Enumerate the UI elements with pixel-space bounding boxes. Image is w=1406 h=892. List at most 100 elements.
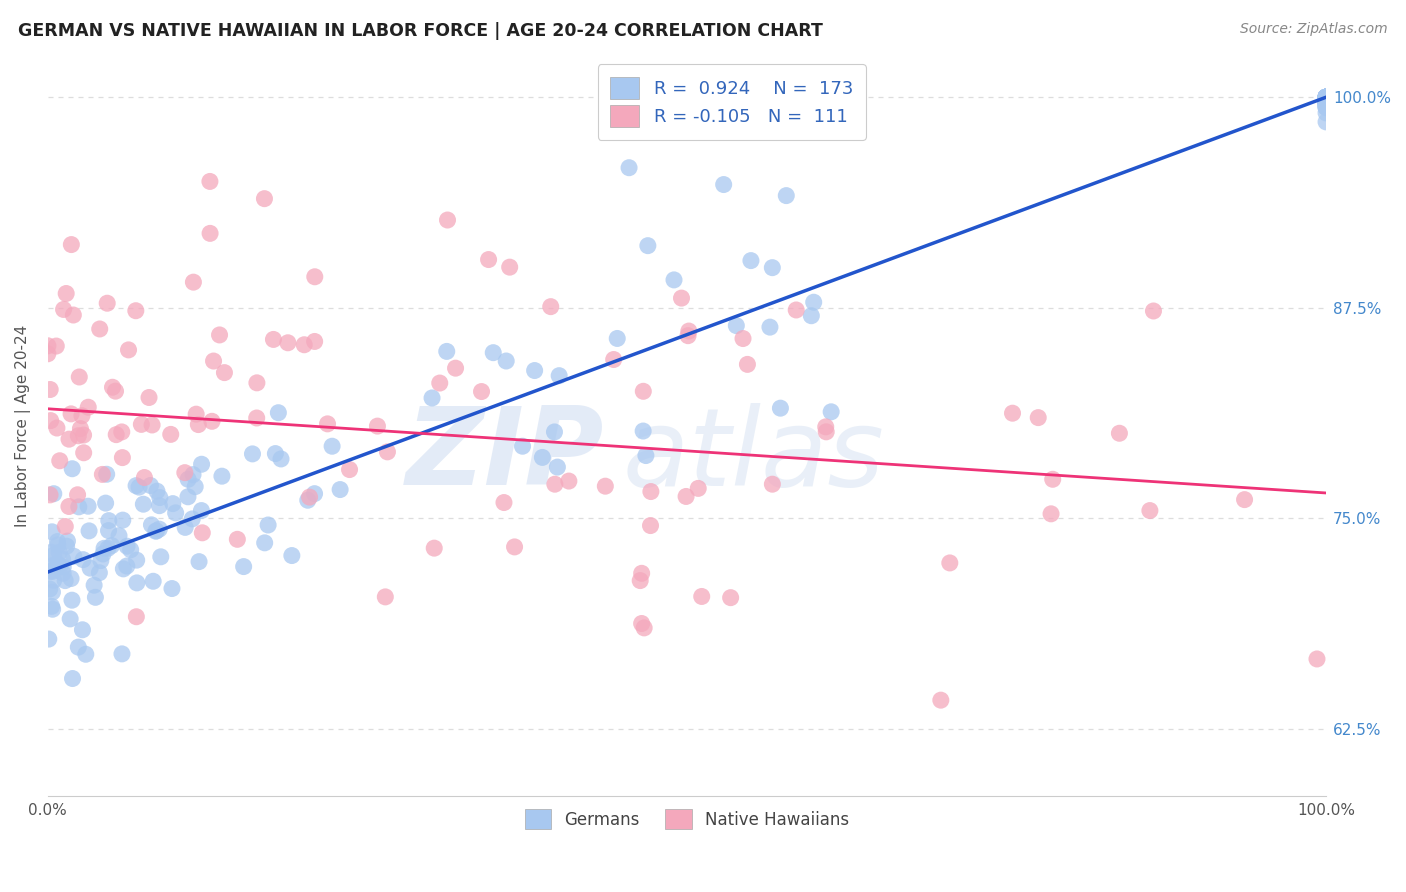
Point	[125, 303, 148, 318]
Point	[72, 552, 94, 566]
Point	[104, 384, 127, 399]
Point	[678, 324, 700, 338]
Point	[226, 533, 249, 547]
Point	[177, 490, 200, 504]
Point	[304, 486, 326, 500]
Point	[160, 582, 183, 596]
Point	[785, 107, 807, 121]
Point	[1315, 90, 1337, 104]
Point	[1315, 90, 1337, 104]
Point	[77, 401, 100, 415]
Point	[177, 472, 200, 486]
Point	[1315, 90, 1337, 104]
Point	[339, 462, 361, 476]
Point	[48, 454, 70, 468]
Point	[1315, 92, 1337, 106]
Point	[246, 376, 269, 390]
Point	[89, 566, 111, 580]
Point	[46, 534, 69, 549]
Point	[41, 558, 63, 573]
Point	[264, 446, 287, 460]
Point	[1315, 96, 1337, 111]
Point	[148, 522, 170, 536]
Point	[814, 420, 837, 434]
Point	[83, 578, 105, 592]
Point	[62, 549, 84, 564]
Point	[628, 574, 651, 588]
Point	[1042, 472, 1064, 486]
Point	[117, 343, 139, 357]
Point	[202, 354, 225, 368]
Point	[142, 574, 165, 589]
Point	[105, 427, 128, 442]
Text: ZIP: ZIP	[405, 402, 603, 508]
Point	[292, 337, 315, 351]
Point	[67, 640, 90, 654]
Point	[1315, 91, 1337, 105]
Point	[139, 478, 162, 492]
Point	[72, 623, 94, 637]
Point	[737, 358, 759, 372]
Point	[495, 354, 517, 368]
Point	[39, 414, 62, 428]
Point	[70, 409, 93, 423]
Point	[66, 488, 89, 502]
Point	[436, 344, 458, 359]
Point	[101, 380, 124, 394]
Point	[181, 512, 204, 526]
Point	[478, 252, 501, 267]
Point	[60, 572, 83, 586]
Point	[58, 432, 80, 446]
Point	[1315, 90, 1337, 104]
Point	[270, 452, 292, 467]
Point	[1315, 90, 1337, 104]
Point	[246, 411, 269, 425]
Point	[115, 559, 138, 574]
Point	[41, 565, 63, 579]
Point	[1142, 304, 1164, 318]
Point	[304, 269, 326, 284]
Point	[366, 419, 388, 434]
Point	[1315, 90, 1337, 104]
Point	[208, 327, 231, 342]
Point	[173, 466, 195, 480]
Point	[637, 238, 659, 252]
Point	[820, 405, 842, 419]
Point	[115, 539, 138, 553]
Point	[190, 503, 212, 517]
Point	[531, 450, 554, 465]
Point	[38, 632, 60, 646]
Point	[46, 538, 69, 552]
Point	[281, 549, 304, 563]
Point	[1315, 98, 1337, 112]
Point	[38, 582, 60, 596]
Point	[53, 519, 76, 533]
Point	[720, 591, 742, 605]
Point	[1315, 99, 1337, 113]
Point	[159, 427, 181, 442]
Point	[1315, 93, 1337, 107]
Point	[191, 525, 214, 540]
Point	[298, 490, 321, 504]
Point	[141, 417, 163, 432]
Point	[503, 540, 526, 554]
Point	[1315, 90, 1337, 104]
Point	[1315, 115, 1337, 129]
Point	[41, 545, 63, 559]
Point	[37, 339, 59, 353]
Point	[242, 447, 264, 461]
Point	[1315, 90, 1337, 104]
Point	[125, 553, 148, 567]
Point	[1315, 91, 1337, 105]
Point	[146, 484, 169, 499]
Point	[55, 539, 77, 553]
Point	[97, 524, 120, 538]
Point	[198, 174, 221, 188]
Point	[41, 602, 63, 616]
Point	[1315, 100, 1337, 114]
Point	[634, 449, 657, 463]
Point	[523, 363, 546, 377]
Point	[52, 552, 75, 566]
Point	[374, 590, 396, 604]
Point	[1315, 90, 1337, 104]
